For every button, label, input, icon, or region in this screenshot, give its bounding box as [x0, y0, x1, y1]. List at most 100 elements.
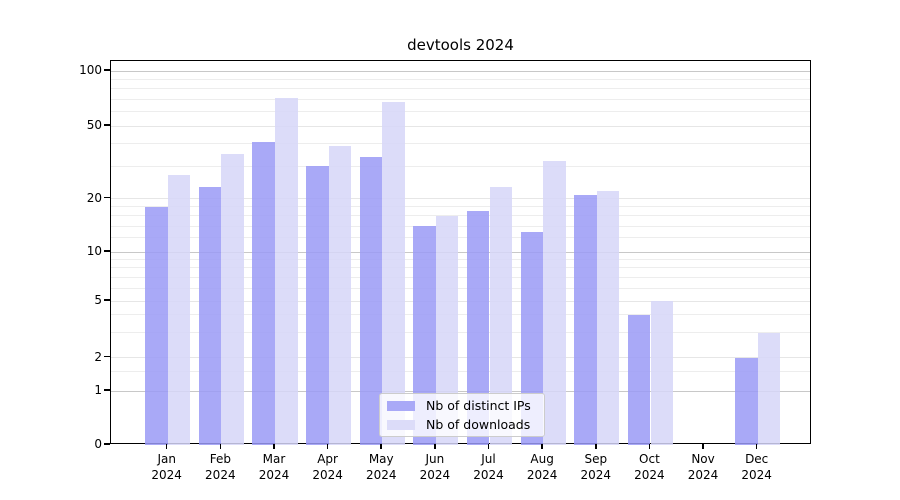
gridline-y-18	[111, 206, 810, 208]
year-label: 2024	[741, 468, 772, 482]
gridline-y-10	[111, 251, 810, 253]
x-tick-may	[380, 444, 382, 449]
bar-downloads-mar	[275, 98, 298, 445]
month-label: Jan	[157, 452, 176, 466]
x-tick-apr	[326, 444, 329, 449]
gridline-y-4	[111, 314, 810, 316]
y-tick-label-100: 100	[79, 63, 102, 77]
y-tick-label-0: 0	[94, 437, 102, 451]
x-tick-jan	[165, 444, 168, 449]
year-label: 2024	[526, 468, 558, 482]
x-tick-label-oct: Oct 2024	[617, 451, 681, 483]
bar-ips-mar	[252, 141, 275, 445]
x-tick-label-mar: Mar 2024	[242, 451, 306, 483]
gridline-y-90	[111, 78, 810, 80]
bar-ips-jun	[413, 226, 436, 445]
x-tick-aug	[541, 444, 543, 449]
legend-item-distinct-ips: Nb of distinct IPs	[387, 398, 537, 413]
y-tick-50	[104, 124, 110, 126]
gridline-y-70	[111, 98, 810, 100]
x-tick-label-nov: Nov 2024	[671, 451, 735, 483]
year-label: 2024	[151, 468, 182, 482]
x-tick-label-sep: Sep 2024	[564, 451, 628, 483]
legend-swatch-distinct-ips	[387, 400, 415, 411]
year-label: 2024	[687, 468, 719, 482]
legend-swatch-downloads	[387, 419, 415, 430]
bar-ips-jan	[145, 206, 168, 445]
gridline-y-16	[111, 215, 810, 217]
month-label: May	[368, 452, 394, 466]
bar-ips-dec	[735, 357, 758, 445]
bar-ips-apr	[306, 166, 329, 445]
y-tick-20	[104, 196, 110, 199]
year-label: 2024	[365, 468, 397, 482]
gridline-y-2	[111, 357, 810, 359]
y-tick-label-2: 2	[94, 349, 102, 364]
legend: Nb of distinct IPs Nb of downloads	[379, 393, 545, 437]
x-tick-label-jan: Jan 2024	[135, 451, 199, 483]
gridline-y-50	[111, 125, 810, 127]
gridline-y-1	[111, 390, 810, 392]
bar-ips-aug	[520, 231, 544, 445]
y-tick-0	[104, 443, 110, 445]
gridline-y-40	[111, 143, 810, 145]
y-tick-10	[104, 250, 110, 252]
x-tick-label-aug: Aug 2024	[510, 451, 574, 483]
gridline-y-12	[111, 237, 810, 239]
bar-ips-oct	[627, 314, 651, 445]
legend-label-downloads: Nb of downloads	[426, 417, 531, 432]
y-tick-label-5: 5	[94, 293, 102, 307]
month-label: Mar	[262, 452, 286, 466]
gridline-y-14	[111, 225, 810, 227]
gridline-y-7	[111, 276, 810, 278]
gridline-y-5	[111, 300, 810, 302]
year-label: 2024	[473, 468, 504, 482]
x-tick-jul	[487, 444, 490, 449]
bar-downloads-may	[382, 101, 405, 445]
month-label: Sep	[584, 452, 608, 466]
x-tick-dec	[755, 444, 758, 449]
gridline-y-20	[111, 198, 810, 199]
month-label: Jul	[481, 452, 496, 466]
x-tick-label-dec: Dec 2024	[725, 451, 789, 483]
plot-area: Nb of distinct IPs Nb of downloads	[110, 60, 811, 445]
x-tick-label-jul: Jul 2024	[457, 451, 521, 483]
month-label: Nov	[691, 452, 715, 466]
x-tick-label-apr: Apr 2024	[296, 451, 360, 483]
bar-downloads-dec	[757, 332, 781, 445]
bar-downloads-sep	[596, 190, 620, 445]
gridline-y-8	[111, 267, 810, 269]
x-tick-nov	[702, 444, 704, 449]
year-label: 2024	[205, 468, 236, 482]
bar-ips-may	[359, 156, 383, 445]
legend-item-downloads: Nb of downloads	[387, 417, 537, 432]
x-tick-sep	[595, 444, 597, 449]
year-label: 2024	[312, 468, 343, 482]
month-label: Oct	[639, 452, 660, 466]
gridline-y-9	[111, 258, 810, 260]
bar-downloads-apr	[328, 145, 352, 445]
month-label: Dec	[745, 452, 769, 466]
gridline-y-6	[111, 287, 810, 289]
x-tick-feb	[219, 444, 222, 449]
month-label: Jun	[425, 452, 445, 466]
bar-ips-feb	[198, 187, 222, 445]
bar-ips-jul	[466, 211, 490, 445]
x-tick-label-jun: Jun 2024	[403, 451, 467, 483]
x-tick-jun	[434, 444, 436, 449]
x-tick-label-feb: Feb 2024	[188, 451, 252, 483]
x-tick-oct	[648, 444, 651, 449]
bar-downloads-jan	[167, 174, 191, 445]
gridline-y-80	[111, 88, 810, 90]
gridline-y-1.5	[111, 371, 810, 373]
x-tick-mar	[273, 444, 275, 449]
bar-downloads-oct	[650, 301, 674, 445]
y-tick-1	[104, 389, 110, 391]
bar-downloads-jun	[435, 215, 459, 445]
y-tick-label-20: 20	[86, 190, 102, 205]
legend-label-distinct-ips: Nb of distinct IPs	[426, 398, 531, 413]
chart-title: devtools 2024	[407, 36, 514, 54]
gridline-y-3	[111, 332, 810, 334]
y-tick-100	[104, 69, 110, 71]
